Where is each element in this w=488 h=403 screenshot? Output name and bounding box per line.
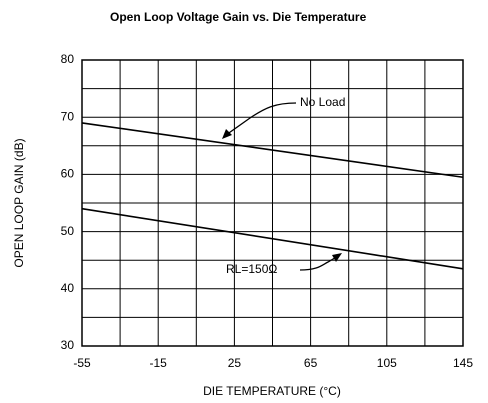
y-tick-label: 70 bbox=[61, 109, 75, 123]
annotations bbox=[222, 102, 342, 271]
x-tick-label: -15 bbox=[150, 356, 168, 370]
legend-label: No Load bbox=[300, 95, 345, 109]
x-tick-label: 105 bbox=[377, 356, 397, 370]
y-axis-label: OPEN LOOP GAIN (dB) bbox=[12, 138, 26, 267]
arrowhead bbox=[222, 129, 232, 139]
x-axis-label: DIE TEMPERATURE (°C) bbox=[203, 384, 341, 398]
series-line bbox=[81, 122, 464, 179]
arrowhead bbox=[332, 253, 342, 262]
chart-title: Open Loop Voltage Gain vs. Die Temperatu… bbox=[110, 10, 367, 24]
y-tick-label: 80 bbox=[61, 52, 75, 66]
arrow bbox=[225, 102, 297, 136]
x-tick-label: 145 bbox=[453, 356, 473, 370]
y-tick-label: 60 bbox=[61, 167, 75, 181]
y-tick-label: 40 bbox=[61, 281, 75, 295]
arrow bbox=[299, 255, 339, 271]
x-tick-label: -55 bbox=[73, 356, 91, 370]
legend-label: RL=150Ω bbox=[226, 262, 277, 276]
series-line bbox=[81, 207, 464, 270]
plot-frame bbox=[81, 59, 464, 347]
y-tick-label: 30 bbox=[61, 338, 75, 352]
x-tick-label: 65 bbox=[304, 356, 318, 370]
y-tick-label: 50 bbox=[61, 224, 75, 238]
x-tick-label: 25 bbox=[228, 356, 242, 370]
